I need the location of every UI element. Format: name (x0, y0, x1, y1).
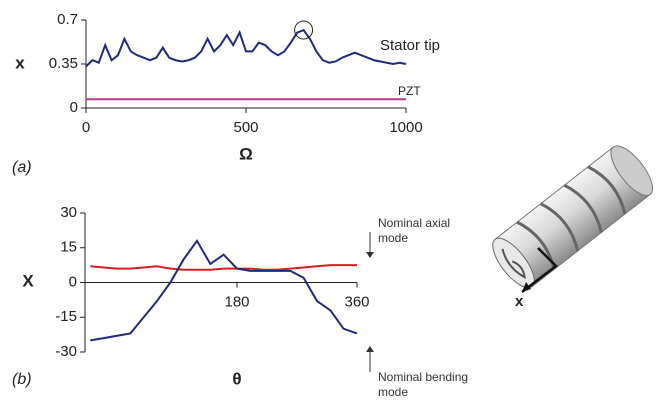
x-tick-label: 1000 (389, 119, 422, 136)
y-tick-label: 0 (69, 273, 77, 290)
x-tick-label: 500 (233, 119, 258, 136)
data-line (90, 264, 357, 271)
axis-arrow (521, 247, 558, 293)
y-tick-label: -15 (55, 308, 77, 325)
x-tick-label: 360 (344, 293, 369, 310)
axis-label: x (515, 293, 524, 310)
y-tick-label: 15 (60, 239, 77, 256)
y-tick-label: 0.35 (49, 55, 78, 72)
series-label: PZT (398, 84, 421, 98)
panel-label: (a) (12, 159, 32, 176)
series-annotation: Nominal axial mode (378, 216, 451, 245)
y-tick-label: 30 (60, 204, 77, 221)
y-axis-label: X (22, 271, 34, 290)
x-axis-label: Ω (239, 144, 253, 163)
series-label: Stator tip (380, 37, 440, 54)
x-tick-label: 180 (224, 293, 249, 310)
data-line (85, 28, 407, 68)
x-axis-label: θ (232, 369, 241, 388)
data-line (90, 238, 358, 342)
x-tick-label: 0 (82, 119, 90, 136)
tube-illustration (492, 145, 653, 289)
y-tick-label: 0 (70, 99, 78, 116)
arrow-head (522, 282, 531, 292)
peak-marker (294, 20, 314, 40)
y-tick-label: -30 (55, 343, 77, 360)
y-tick-label: 0.7 (57, 11, 78, 28)
y-axis-label: x (15, 53, 25, 72)
series-annotation: Nominal bending mode (378, 370, 469, 399)
panel-label: (b) (12, 371, 32, 388)
